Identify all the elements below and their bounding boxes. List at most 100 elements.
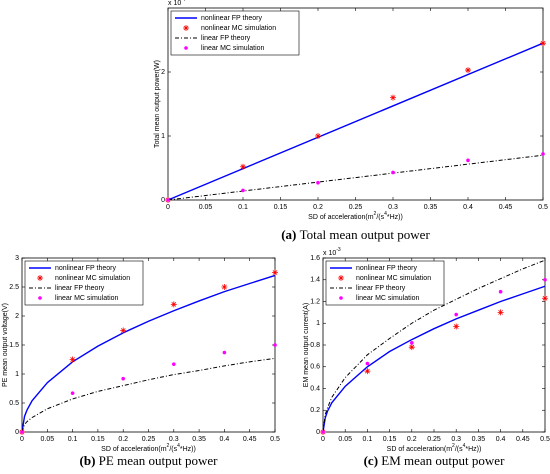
- y-tick-label: 2: [161, 69, 165, 76]
- caption-label: (b): [80, 453, 96, 468]
- marker-star: [542, 295, 548, 302]
- x-tick-label: 0.35: [192, 436, 206, 443]
- x-axis-label-part: *Hz)): [465, 446, 481, 453]
- x-tick-label: 0.35: [424, 204, 438, 211]
- caption: (b) PE mean output power: [80, 453, 219, 468]
- marker-star: [315, 133, 321, 139]
- y-tick-label: 0.8: [310, 342, 320, 349]
- x-tick-label: 0.4: [220, 436, 230, 443]
- axis-multiplier: x 10-3: [323, 247, 341, 257]
- legend-label: linear MC simulation: [356, 295, 420, 302]
- marker-star: [465, 67, 471, 74]
- legend-swatch: [37, 275, 43, 281]
- caption: (a) Total mean output power: [281, 227, 430, 242]
- series-line: [322, 259, 546, 433]
- y-axis-label: Total mean output power(W): [154, 60, 161, 148]
- marker-dot: [410, 341, 414, 345]
- x-tick-label: 0.15: [383, 436, 397, 443]
- x-tick-label: 0.4: [496, 436, 506, 443]
- x-tick-label: 0.1: [363, 436, 373, 443]
- y-tick-label: 1: [15, 371, 19, 378]
- marker-star: [221, 284, 228, 290]
- x-axis-label-part: SD of acceleration(m: [387, 446, 453, 453]
- marker-dot: [166, 198, 170, 202]
- legend-label: nonlinear FP theory: [356, 265, 417, 272]
- marker-dot: [20, 430, 24, 434]
- caption-label: (a): [281, 227, 296, 242]
- marker-dot: [391, 170, 395, 175]
- caption-text: PE mean output power: [99, 453, 218, 468]
- y-tick-label: 1.6: [310, 255, 320, 262]
- y-tick-label: 1.2: [310, 298, 320, 305]
- series-line: [21, 274, 276, 433]
- x-tick-label: 0.2: [118, 436, 128, 443]
- x-axis-label-part: 2: [452, 443, 455, 449]
- marker-star: [240, 163, 246, 170]
- multiplier-base: x 10: [168, 0, 181, 7]
- caption-text: Total mean output power: [300, 227, 431, 242]
- y-tick-label: 0.5: [9, 400, 19, 407]
- x-tick-label: 0: [166, 204, 170, 211]
- y-axis-label: PE mean output voltage(V): [2, 303, 9, 387]
- x-tick-label: 0: [20, 436, 24, 443]
- x-tick-label: 0.15: [274, 204, 288, 211]
- x-axis-label-part: 2: [167, 443, 170, 449]
- marker-dot: [273, 343, 277, 347]
- y-tick-label: 0: [316, 429, 320, 436]
- marker-star: [390, 94, 396, 101]
- marker-dot: [541, 152, 545, 156]
- x-axis-label-part: 4: [384, 211, 387, 217]
- x-tick-label: 0.25: [142, 436, 156, 443]
- x-axis-label: SD of acceleration(m2/(s4*Hz)): [308, 211, 403, 221]
- x-axis-label: SD of acceleration(m2/(s4*Hz)): [387, 443, 482, 453]
- x-tick-label: 0.45: [243, 436, 257, 443]
- x-axis-label-part: /(s: [169, 446, 177, 453]
- x-tick-label: 0.1: [238, 204, 248, 211]
- marker-star: [170, 301, 177, 308]
- x-tick-label: 0.05: [199, 204, 213, 211]
- marker-star: [120, 327, 127, 334]
- multiplier-exp: -3: [336, 247, 341, 253]
- x-tick-label: 0.2: [407, 436, 417, 443]
- x-axis-label-part: /(s: [376, 214, 384, 221]
- x-tick-label: 0.5: [540, 436, 550, 443]
- x-tick-label: 0.3: [451, 436, 461, 443]
- y-tick-label: 1: [161, 133, 165, 140]
- y-tick-label: 0: [161, 197, 165, 204]
- caption-text: EM mean output power: [381, 453, 505, 468]
- x-tick-label: 0.5: [538, 204, 548, 211]
- y-tick-label: 0.4: [310, 385, 320, 392]
- multiplier-exp: -4: [181, 0, 186, 3]
- legend-label: linear FP theory: [356, 285, 406, 292]
- marker-dot: [70, 391, 75, 395]
- legend-swatch: [38, 296, 42, 300]
- caption: (c) EM mean output power: [364, 453, 505, 468]
- y-axis-label: EM mean output current(A): [303, 303, 310, 387]
- marker-star: [272, 269, 278, 276]
- marker-star: [364, 368, 371, 375]
- legend-swatch: [338, 275, 344, 281]
- series-line: [21, 357, 276, 433]
- y-tick-label: 1.4: [310, 277, 320, 284]
- x-tick-label: 0.3: [169, 436, 179, 443]
- legend-label: linear MC simulation: [201, 45, 265, 52]
- x-axis-label-part: /(s: [455, 446, 463, 453]
- legend-label: linear FP theory: [55, 285, 105, 292]
- legend-label: nonlinear MC simulation: [55, 275, 130, 282]
- marker-dot: [321, 430, 325, 434]
- y-tick-label: 2.5: [9, 284, 19, 291]
- legend-label: linear FP theory: [201, 35, 251, 42]
- series-line: [167, 154, 544, 201]
- marker-dot: [121, 376, 125, 381]
- legend-label: nonlinear FP theory: [55, 265, 116, 272]
- marker-dot: [454, 312, 459, 317]
- legend-label: linear MC simulation: [55, 295, 119, 302]
- legend-label: nonlinear MC simulation: [201, 25, 276, 32]
- x-tick-label: 0.05: [338, 436, 352, 443]
- marker-dot: [316, 180, 320, 185]
- marker-dot: [466, 158, 470, 163]
- y-tick-label: 2: [15, 313, 19, 320]
- marker-star: [497, 309, 504, 316]
- x-tick-label: 0.35: [472, 436, 486, 443]
